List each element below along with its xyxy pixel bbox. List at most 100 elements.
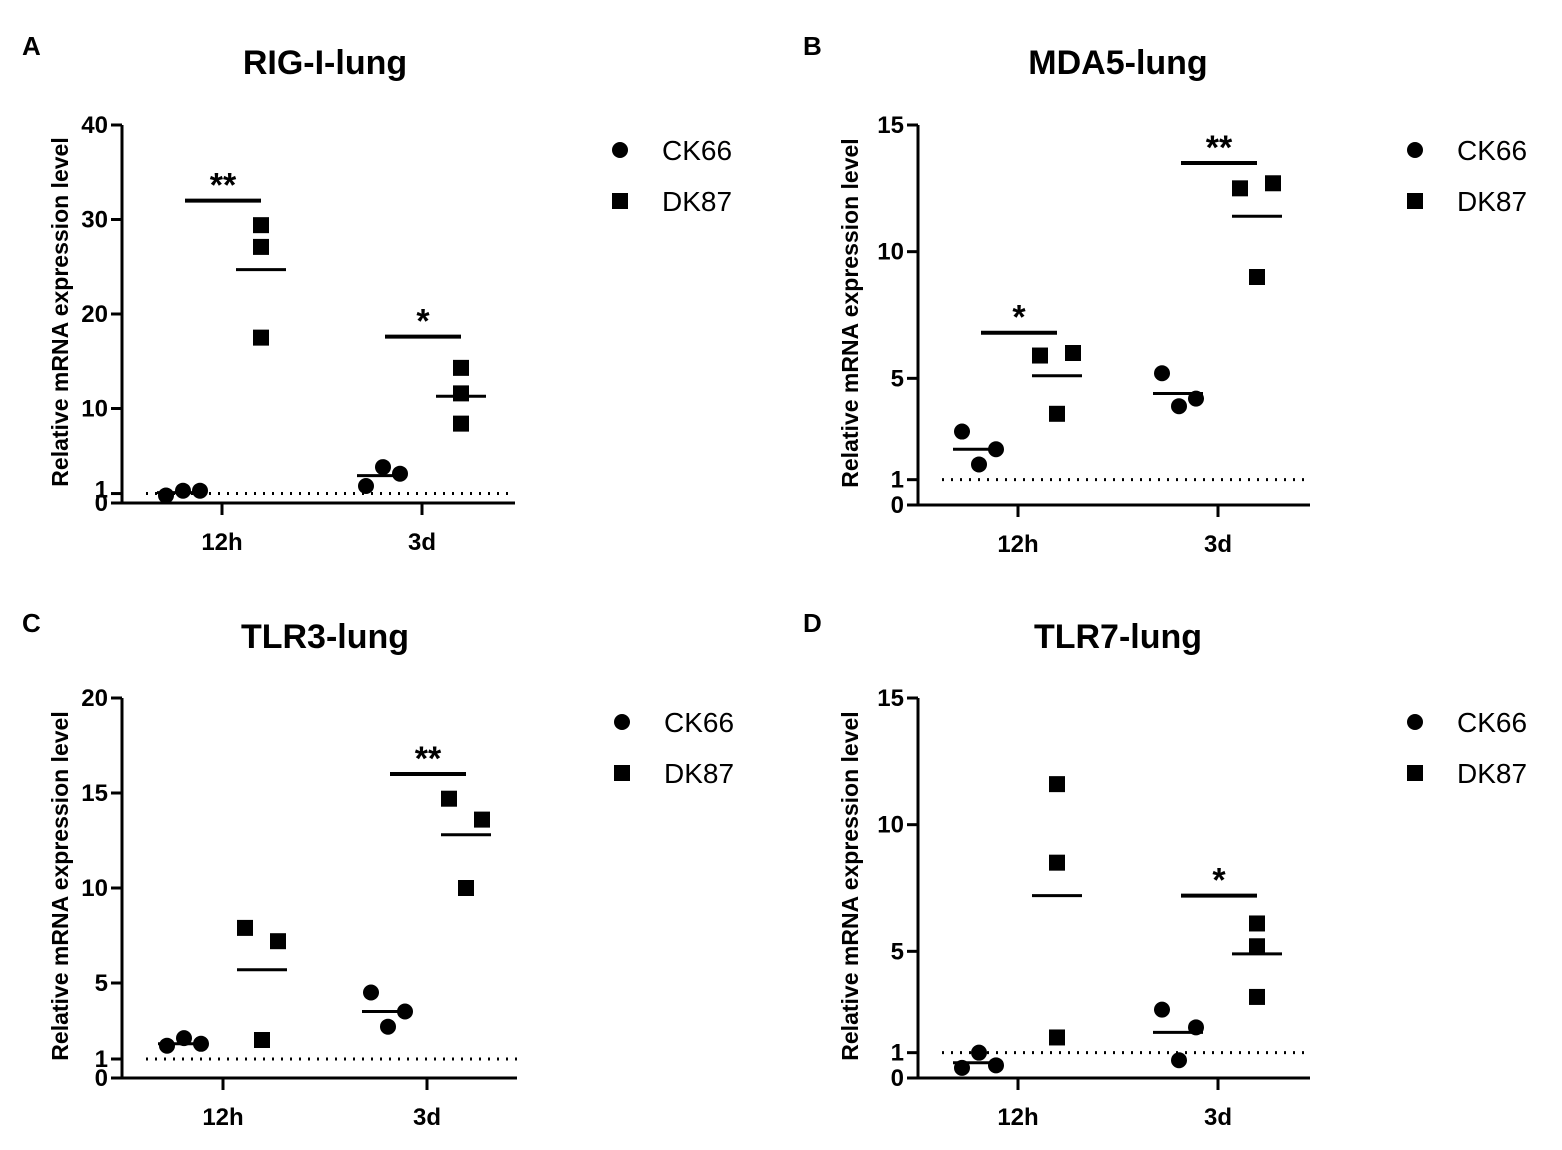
y-tick-label: 1: [891, 467, 904, 494]
chart-title: TLR3-lung: [241, 618, 409, 656]
legend-label: DK87: [1457, 186, 1527, 217]
significance-label: **: [415, 740, 442, 778]
data-point-dk87: [458, 880, 474, 896]
data-point-dk87: [1232, 180, 1248, 197]
data-point-ck66: [363, 984, 379, 1001]
data-point-dk87: [453, 415, 469, 432]
data-point-dk87: [1249, 269, 1265, 285]
data-point-ck66: [375, 459, 391, 476]
y-tick-label: 1: [95, 1046, 108, 1073]
x-tick-label: 3d: [1204, 1104, 1232, 1131]
y-axis-label: Relative mRNA expression level: [837, 138, 863, 487]
x-tick-label: 12h: [201, 529, 242, 556]
y-tick-label: 15: [81, 780, 108, 807]
legend: CK66 DK87: [1407, 135, 1527, 217]
data-point-dk87: [253, 217, 269, 234]
data-point-dk87: [1265, 175, 1281, 192]
legend-marker-square: [614, 765, 630, 781]
chart-panel-c: C TLR3-lung Relative mRNA expression level…: [22, 608, 734, 1131]
data-point-dk87: [1249, 988, 1265, 1005]
y-tick-label: 5: [891, 938, 904, 965]
x-tick-label: 12h: [997, 531, 1038, 558]
y-tick-label: 10: [81, 396, 108, 423]
data-point-ck66: [1171, 1052, 1187, 1069]
legend-label: DK87: [662, 186, 732, 217]
data-point-ck66: [358, 477, 374, 494]
data-point-ck66: [988, 1057, 1004, 1074]
legend-marker-circle: [612, 142, 628, 158]
chart-title: TLR7-lung: [1034, 618, 1202, 656]
legend: CK66 DK87: [612, 135, 732, 217]
legend-marker-circle: [614, 714, 630, 730]
data-point-dk87: [474, 811, 490, 828]
y-tick-label: 15: [877, 685, 904, 712]
y-tick-label: 0: [95, 490, 108, 517]
legend: CK66 DK87: [1407, 707, 1527, 789]
legend: CK66 DK87: [614, 707, 734, 789]
data-point-dk87: [1249, 915, 1265, 932]
data-point-dk87: [270, 933, 286, 950]
data-point-ck66: [971, 456, 987, 473]
panel-letter: B: [803, 31, 822, 61]
data-point-dk87: [1032, 347, 1048, 364]
y-axis-label: Relative mRNA expression level: [837, 711, 863, 1060]
data-point-ck66: [176, 1030, 192, 1047]
chart-panel-d: D TLR7-lung Relative mRNA expression level…: [803, 608, 1527, 1131]
legend-marker-square: [612, 193, 628, 209]
chart-title: RIG-I-lung: [243, 44, 407, 82]
chart-title: MDA5-lung: [1028, 44, 1207, 82]
x-tick-label: 3d: [408, 529, 436, 556]
data-point-dk87: [1065, 345, 1081, 361]
y-tick-label: 40: [81, 112, 108, 139]
significance-label: **: [210, 167, 237, 205]
data-point-dk87: [441, 790, 457, 807]
chart-panel-a: A RIG-I-lung Relative mRNA expression leve…: [22, 31, 732, 556]
data-point-dk87: [1049, 405, 1065, 422]
legend-label: DK87: [1457, 758, 1527, 789]
significance-label: *: [1012, 299, 1026, 337]
x-tick-label: 3d: [1204, 531, 1232, 558]
data-point-ck66: [158, 487, 174, 504]
legend-label: CK66: [662, 135, 732, 166]
y-tick-label: 5: [891, 365, 904, 392]
legend-marker-circle: [1407, 714, 1423, 730]
data-point-dk87: [1049, 854, 1065, 871]
panel-letter: D: [803, 608, 822, 638]
y-axis-label: Relative mRNA expression level: [47, 137, 73, 486]
data-point-ck66: [192, 482, 208, 499]
legend-marker-square: [1407, 765, 1423, 781]
y-tick-label: 1: [891, 1040, 904, 1067]
data-point-dk87: [254, 1032, 270, 1048]
data-point-ck66: [1171, 398, 1187, 415]
legend-label: DK87: [664, 758, 734, 789]
y-tick-label: 0: [891, 1065, 904, 1092]
y-axis-label: Relative mRNA expression level: [47, 711, 73, 1060]
data-point-dk87: [1049, 776, 1065, 793]
data-point-dk87: [237, 919, 253, 936]
data-point-ck66: [159, 1037, 175, 1054]
y-tick-label: 30: [81, 207, 108, 234]
y-tick-label: 10: [81, 875, 108, 902]
data-point-ck66: [392, 465, 408, 482]
x-tick-label: 12h: [202, 1104, 243, 1131]
significance-label: **: [1206, 129, 1233, 167]
chart-panel-b: B MDA5-lung Relative mRNA expression level…: [803, 31, 1527, 558]
data-point-ck66: [175, 482, 191, 499]
y-tick-label: 5: [95, 970, 108, 997]
data-point-dk87: [453, 359, 469, 376]
legend-marker-circle: [1407, 142, 1423, 158]
y-tick-label: 20: [81, 301, 108, 328]
y-tick-label: 10: [877, 812, 904, 839]
panel-letter: A: [22, 31, 41, 61]
data-point-dk87: [1049, 1029, 1065, 1046]
data-point-ck66: [380, 1018, 396, 1035]
significance-label: *: [1212, 862, 1226, 900]
data-point-dk87: [453, 385, 469, 402]
panel-letter: C: [22, 608, 41, 638]
legend-label: CK66: [1457, 135, 1527, 166]
y-tick-label: 1: [95, 477, 108, 504]
legend-label: CK66: [664, 707, 734, 738]
data-point-dk87: [253, 238, 269, 255]
data-point-dk87: [1249, 938, 1265, 955]
